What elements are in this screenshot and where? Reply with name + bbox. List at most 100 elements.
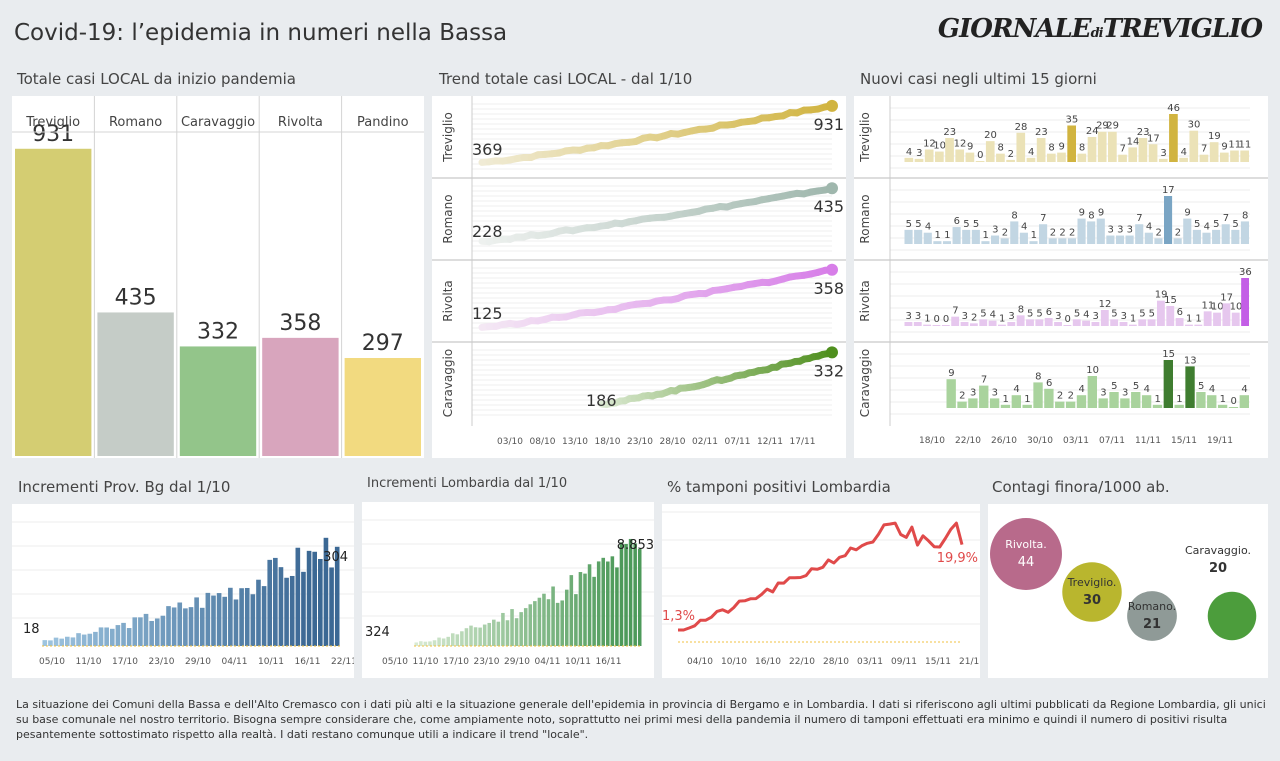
series-label: Caravaggio — [858, 349, 872, 417]
data-label: 8 — [1035, 371, 1041, 382]
series-label: Rivolta — [858, 280, 872, 322]
data-label: 2 — [1175, 227, 1181, 238]
data-label: 19 — [1208, 131, 1221, 142]
data-label: 0 — [1231, 396, 1237, 407]
bar — [560, 600, 564, 646]
bubble-name: Treviglio. — [1067, 576, 1117, 589]
last-label: 304 — [323, 550, 348, 565]
data-label: 15 — [1164, 295, 1177, 306]
x-tick-label: 16/10 — [755, 657, 781, 667]
bar — [1163, 360, 1173, 408]
data-label: 297 — [362, 331, 404, 356]
data-label: 4 — [1021, 222, 1027, 233]
bar — [329, 567, 334, 646]
bar — [262, 337, 339, 456]
bar — [482, 624, 487, 646]
bar — [564, 589, 569, 646]
data-label: 8 — [1088, 210, 1094, 221]
bar — [633, 543, 637, 646]
data-label: 3 — [1100, 387, 1106, 398]
bar — [1194, 324, 1203, 326]
bar — [312, 551, 318, 646]
x-tick-label: 23/10 — [474, 657, 500, 667]
bar — [537, 597, 542, 646]
data-label: 3 — [992, 225, 998, 236]
data-label: 23 — [1137, 127, 1150, 138]
bar — [991, 235, 1000, 244]
data-label: 3 — [916, 148, 922, 159]
bar — [233, 599, 239, 646]
data-label: 3 — [1117, 225, 1123, 236]
bar — [555, 602, 560, 646]
series-label: Caravaggio — [441, 349, 455, 417]
bar — [205, 592, 211, 646]
bar — [606, 561, 610, 646]
bar — [455, 634, 460, 646]
page-title: Covid-19: l’epidemia in numeri nella Bas… — [14, 20, 508, 46]
bubble-name: Romano. — [1128, 600, 1176, 613]
end-label: 332 — [813, 361, 844, 380]
data-label: 28 — [1015, 122, 1028, 133]
series-label: Rivolta — [441, 280, 455, 322]
bar — [1154, 238, 1163, 244]
bar — [998, 324, 1006, 326]
bar — [510, 609, 514, 646]
bar — [989, 398, 1000, 408]
data-label: 5 — [1074, 308, 1080, 319]
bar — [1231, 229, 1240, 244]
last-label: 19,9% — [937, 551, 978, 566]
bar — [1179, 157, 1188, 162]
bar — [1212, 229, 1221, 244]
bar — [592, 576, 596, 646]
bar — [1044, 318, 1053, 326]
bubble-value: 30 — [1083, 593, 1101, 608]
bar — [932, 325, 941, 326]
data-label: 0 — [1064, 314, 1070, 325]
bar — [295, 547, 301, 646]
data-label: 1 — [944, 230, 950, 241]
x-tick-label: 18/10 — [919, 436, 945, 446]
bar — [935, 151, 944, 162]
data-label: 17 — [1220, 292, 1233, 303]
x-tick-label: 08/10 — [530, 437, 556, 447]
end-label: 931 — [813, 115, 844, 134]
bar — [542, 593, 546, 646]
data-label: 7 — [1136, 213, 1142, 224]
data-label: 5 — [1133, 381, 1139, 392]
data-label: 9 — [967, 142, 973, 153]
bar — [1076, 395, 1087, 408]
bar — [924, 149, 934, 162]
bar — [428, 641, 432, 646]
bar — [583, 573, 587, 646]
category-label: Pandino — [357, 115, 409, 130]
data-label: 10 — [933, 141, 946, 152]
bar — [1141, 395, 1152, 408]
x-tick-label: 29/10 — [185, 657, 211, 667]
bubble-value: 21 — [1143, 617, 1161, 632]
contagi-chart: Rivolta. 44 Treviglio. 30 Romano. 21 Caravaggi… — [988, 504, 1268, 678]
data-label: 5 — [1149, 308, 1155, 319]
bar — [519, 612, 523, 646]
bar — [244, 587, 250, 646]
bar — [1202, 232, 1211, 244]
bar — [528, 604, 533, 646]
bar — [446, 636, 450, 646]
bar — [306, 550, 312, 646]
bar — [423, 641, 428, 646]
bar — [64, 636, 70, 646]
bar — [1067, 125, 1076, 162]
bar — [996, 153, 1005, 162]
data-label: 4 — [1241, 384, 1247, 395]
bubble — [1127, 591, 1177, 641]
bar — [1125, 235, 1134, 244]
x-tick-label: 04/11 — [535, 657, 561, 667]
data-label: 4 — [1181, 147, 1187, 158]
bar — [109, 628, 115, 646]
data-label: 5 — [915, 219, 921, 230]
x-tick-label: 23/10 — [627, 437, 653, 447]
bar — [923, 324, 932, 326]
data-label: 1 — [1155, 394, 1161, 405]
data-label: 5 — [1027, 308, 1033, 319]
bar — [1046, 153, 1056, 162]
